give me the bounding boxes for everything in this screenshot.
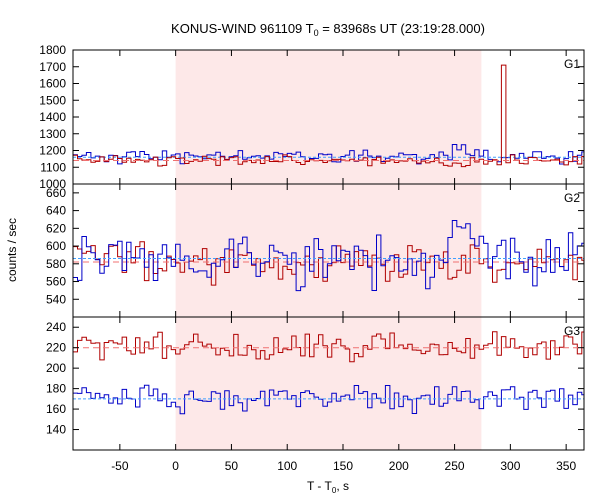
y-tick-label: 140 <box>46 423 66 437</box>
y-tick-label: 1200 <box>39 144 66 158</box>
x-tick-label: 350 <box>556 459 576 473</box>
y-tick-label: 180 <box>46 382 66 396</box>
y-tick-label: 200 <box>46 361 66 375</box>
x-axis-label: T - T0, s <box>307 479 349 495</box>
x-axis-label-main: T - T <box>307 479 333 493</box>
panel-frame-g3 <box>72 316 585 451</box>
y-tick-label: 1600 <box>39 77 66 91</box>
shaded-interval <box>175 184 482 317</box>
chart-title-main: KONUS-WIND 961109 T <box>171 21 314 36</box>
chart-panels: 100011001200130014001500160017001800G154… <box>39 43 585 473</box>
y-tick-label: 660 <box>46 186 66 200</box>
chart-title-rest: = 83968s UT (23:19:28.000) <box>319 21 485 36</box>
x-tick-label: 200 <box>389 459 409 473</box>
y-tick-label: 240 <box>46 320 66 334</box>
x-tick-label: 50 <box>225 459 239 473</box>
series-g2-red <box>73 241 584 286</box>
y-tick-label: 540 <box>46 292 66 306</box>
y-axis-label: counts / sec <box>5 218 19 282</box>
series-g1-red <box>73 64 584 168</box>
y-tick-label: 560 <box>46 275 66 289</box>
x-axis-label-sub: 0 <box>332 486 337 495</box>
chart-title: KONUS-WIND 961109 T0 = 83968s UT (23:19:… <box>171 21 485 38</box>
x-tick-label: 0 <box>172 459 179 473</box>
y-tick-label: 1300 <box>39 127 66 141</box>
y-tick-label: 600 <box>46 239 66 253</box>
y-tick-label: 620 <box>46 221 66 235</box>
y-tick-label: 1800 <box>39 43 66 57</box>
x-tick-label: 250 <box>445 459 465 473</box>
x-axis-label-rest: , s <box>336 479 349 493</box>
y-tick-label: 640 <box>46 204 66 218</box>
x-tick-label: 100 <box>277 459 297 473</box>
shaded-interval <box>175 317 482 450</box>
y-tick-label: 1000 <box>39 177 66 191</box>
y-tick-label: 1400 <box>39 110 66 124</box>
x-tick-label: -50 <box>111 459 129 473</box>
y-tick-label: 1500 <box>39 93 66 107</box>
shaded-interval <box>175 50 482 184</box>
x-tick-label: 150 <box>333 459 353 473</box>
y-tick-label: 160 <box>46 402 66 416</box>
panel-label-g2: G2 <box>564 191 580 205</box>
chart-title-sub: 0 <box>314 28 319 38</box>
series-g2-blue <box>73 220 584 292</box>
series-g3-red <box>73 331 584 363</box>
y-tick-label: 1100 <box>40 160 66 174</box>
y-tick-label: 580 <box>46 257 66 271</box>
panel-label-g3: G3 <box>564 324 580 338</box>
y-tick-label: 220 <box>46 341 66 355</box>
x-tick-label: 300 <box>500 459 520 473</box>
y-tick-label: 1700 <box>39 60 66 74</box>
panel-label-g1: G1 <box>564 57 580 71</box>
series-g3-blue <box>73 384 584 415</box>
